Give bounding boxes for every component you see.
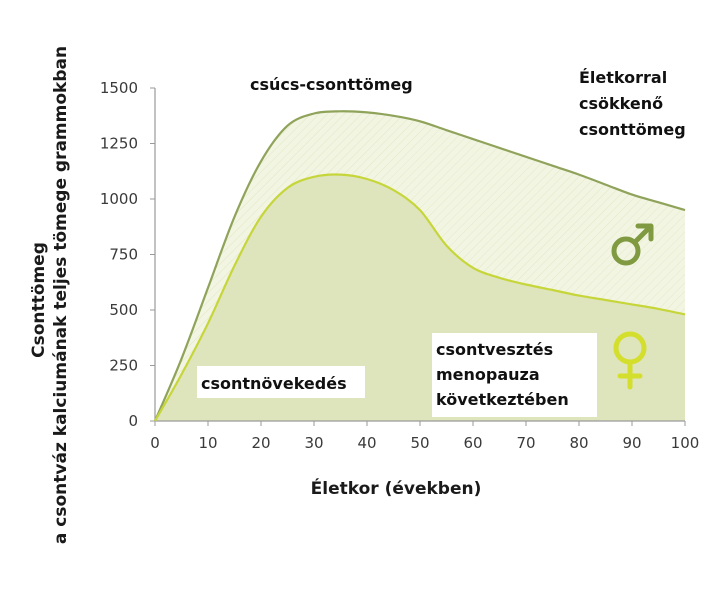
y-axis-title-line2: a csontváz kalciumának teljes tömege gra…	[51, 46, 71, 544]
x-tick-label-30: 30	[304, 434, 323, 452]
y-tick-label-1250: 1250	[100, 135, 138, 153]
tick-labels: 0 10 20 30 40 50 60 70 80 90 100025050075010001250…	[100, 79, 700, 452]
x-tick-label-90: 90	[622, 434, 641, 452]
decline-annotation-line2: csökkenő	[579, 94, 663, 113]
x-tick-label-50: 50	[410, 434, 429, 452]
decline-annotation-line1: Életkorral	[579, 68, 667, 87]
x-tick-label-10: 10	[198, 434, 217, 452]
growth-label-box	[197, 366, 365, 398]
x-tick-label-60: 60	[463, 434, 482, 452]
x-tick-label-20: 20	[251, 434, 270, 452]
y-axis-title-line1: Csonttömeg	[29, 242, 49, 358]
x-tick-label-100: 100	[671, 434, 700, 452]
female-symbol-icon	[613, 331, 647, 390]
y-tick-label-1500: 1500	[100, 79, 138, 97]
x-axis-title: Életkor (években)	[311, 477, 482, 499]
y-tick-label-250: 250	[109, 357, 138, 375]
peak-annotation: csúcs-csonttömeg	[250, 75, 413, 94]
loss-label-box	[432, 333, 597, 417]
x-tick-label-0: 0	[150, 434, 160, 452]
male-symbol-icon	[611, 223, 654, 266]
growth-annotation: csontnövekedés	[201, 374, 347, 393]
x-tick-label-80: 80	[569, 434, 588, 452]
decline-annotation-line3: csonttömeg	[579, 120, 686, 139]
y-tick-label-1000: 1000	[100, 190, 138, 208]
x-tick-label-70: 70	[516, 434, 535, 452]
y-tick-label-0: 0	[128, 412, 138, 430]
loss-annotation-line2: menopauza	[436, 365, 540, 384]
y-tick-label-750: 750	[109, 246, 138, 264]
male-series-line	[153, 110, 686, 422]
loss-annotation-line1: csontvesztés	[436, 340, 553, 359]
x-tick-label-40: 40	[357, 434, 376, 452]
y-tick-label-500: 500	[109, 301, 138, 319]
female-series-line	[154, 173, 686, 422]
loss-annotation-line3: következtében	[436, 390, 569, 409]
